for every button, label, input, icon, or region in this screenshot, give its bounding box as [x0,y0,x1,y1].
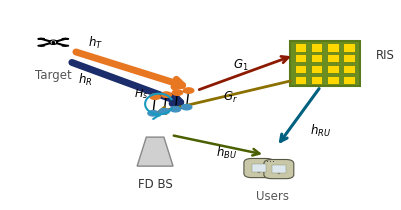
FancyBboxPatch shape [243,159,273,178]
Circle shape [148,111,158,116]
Circle shape [172,90,182,95]
Text: h$_R$: h$_R$ [78,72,92,88]
Ellipse shape [62,45,69,46]
Text: Users: Users [256,190,289,203]
FancyBboxPatch shape [289,41,359,86]
FancyBboxPatch shape [294,76,305,84]
FancyBboxPatch shape [294,54,305,62]
FancyBboxPatch shape [310,43,322,51]
Circle shape [257,172,259,173]
FancyBboxPatch shape [342,65,354,73]
Circle shape [52,42,54,43]
FancyBboxPatch shape [263,160,293,179]
FancyBboxPatch shape [326,76,338,84]
FancyBboxPatch shape [271,165,285,173]
FancyBboxPatch shape [294,43,305,51]
Circle shape [183,88,193,93]
FancyBboxPatch shape [310,54,322,62]
Circle shape [181,104,191,110]
Text: h$_T$: h$_T$ [87,35,103,51]
Text: ...: ... [266,154,275,164]
Circle shape [170,106,180,112]
FancyBboxPatch shape [326,43,338,51]
Text: h$_{BU}$: h$_{BU}$ [216,145,237,161]
Text: h$_{RU}$: h$_{RU}$ [310,123,330,139]
Text: G$_r$: G$_r$ [223,90,238,105]
FancyBboxPatch shape [251,164,265,172]
Circle shape [277,173,279,174]
Text: Target: Target [35,70,71,83]
FancyBboxPatch shape [310,76,322,84]
FancyBboxPatch shape [342,76,354,84]
Polygon shape [137,137,172,166]
FancyBboxPatch shape [310,65,322,73]
FancyBboxPatch shape [342,54,354,62]
Circle shape [150,94,160,99]
Text: H$_s$: H$_s$ [134,87,148,101]
Circle shape [51,41,55,43]
Circle shape [161,92,171,97]
Text: FD BS: FD BS [138,178,172,191]
Ellipse shape [62,38,69,39]
FancyBboxPatch shape [342,43,354,51]
Text: G$_1$: G$_1$ [233,58,248,73]
Ellipse shape [38,38,45,39]
FancyBboxPatch shape [326,54,338,62]
FancyBboxPatch shape [326,65,338,73]
Ellipse shape [38,45,45,46]
FancyBboxPatch shape [52,43,55,44]
Text: RIS: RIS [375,49,393,62]
Circle shape [159,109,169,114]
FancyBboxPatch shape [294,65,305,73]
Circle shape [49,40,57,44]
